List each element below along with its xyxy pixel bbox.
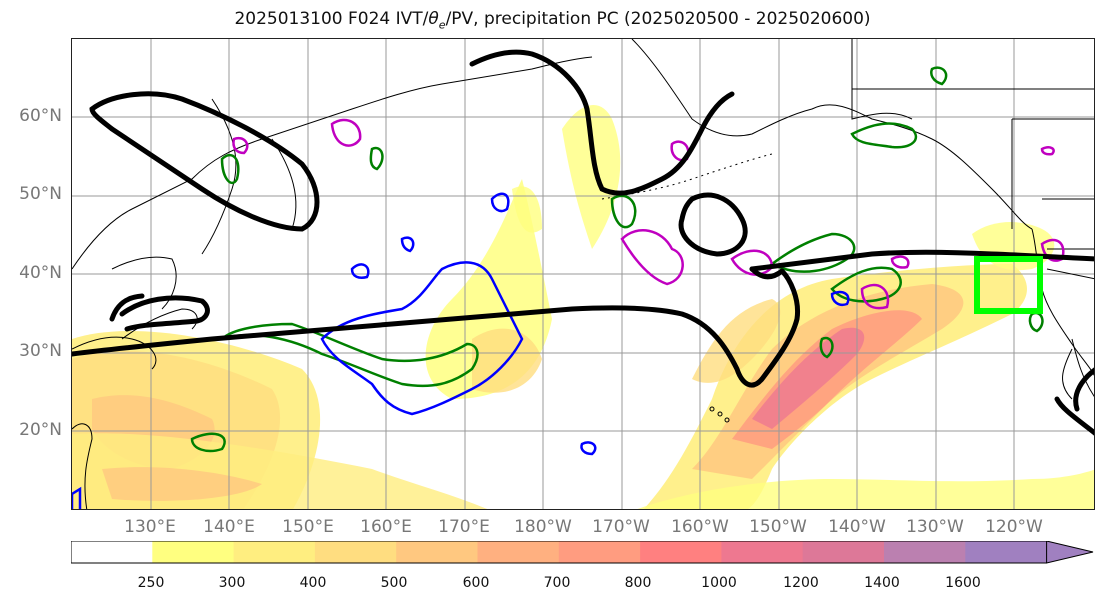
lon-label-130w: 130°W — [906, 517, 964, 537]
colorbar-border — [71, 541, 1047, 564]
lon-label-170e: 170°E — [438, 517, 490, 537]
colorbar-segment — [965, 541, 1048, 563]
lon-label-120w: 120°W — [985, 517, 1043, 537]
lat-label-40n: 40°N — [19, 263, 62, 283]
colorbar-segment — [71, 541, 153, 563]
lon-label-150e: 150°E — [282, 517, 334, 537]
lon-label-140e: 140°E — [203, 517, 255, 537]
colorbar-segment — [396, 541, 478, 563]
colorbar-tick-600: 600 — [462, 575, 490, 591]
colorbar-segment — [802, 541, 885, 563]
colorbar-segment — [314, 541, 397, 563]
colorbar-segment — [640, 541, 722, 563]
colorbar-tick-250: 250 — [137, 575, 165, 591]
colorbar-segment — [558, 541, 641, 563]
colorbar-segment — [233, 541, 316, 563]
lat-label-20n: 20°N — [19, 420, 62, 440]
colorbar-segment — [884, 541, 966, 563]
colorbar-segment — [152, 541, 235, 563]
plot-title: 2025013100 F024 IVT/θe/PV, precipitation… — [234, 9, 871, 32]
pv-contours — [72, 192, 850, 509]
colorbar-tick-800: 800 — [624, 575, 652, 591]
colorbar-tick-400: 400 — [299, 575, 327, 591]
colorbar-tick-500: 500 — [380, 575, 408, 591]
colorbar-tick-1400: 1400 — [864, 575, 900, 591]
lon-label-130e: 130°E — [124, 517, 176, 537]
colorbar-tick-1000: 1000 — [701, 575, 737, 591]
colorbar-segment — [477, 541, 560, 563]
lat-label-60n: 60°N — [19, 106, 62, 126]
colorbar-tick-1600: 1600 — [945, 575, 981, 591]
map-canvas — [72, 39, 1094, 509]
lon-label-180w: 180°W — [514, 517, 572, 537]
lat-label-50n: 50°N — [19, 184, 62, 204]
lon-label-160w: 160°W — [671, 517, 729, 537]
precip-contours — [232, 118, 1065, 310]
lon-label-170w: 170°W — [592, 517, 650, 537]
colorbar-tick-1200: 1200 — [783, 575, 819, 591]
lat-label-30n: 30°N — [19, 341, 62, 361]
colorbar-extend-arrow — [1046, 541, 1094, 564]
target-region-box — [974, 256, 1043, 314]
theta-e-contours — [190, 66, 1044, 453]
lon-label-160e: 160°E — [360, 517, 412, 537]
colorbar — [71, 541, 1094, 564]
lon-label-150w: 150°W — [749, 517, 807, 537]
map-panel — [71, 38, 1095, 510]
colorbar-segment — [721, 541, 804, 563]
lon-label-140w: 140°W — [828, 517, 886, 537]
colorbar-tick-300: 300 — [218, 575, 246, 591]
colorbar-tick-700: 700 — [543, 575, 571, 591]
